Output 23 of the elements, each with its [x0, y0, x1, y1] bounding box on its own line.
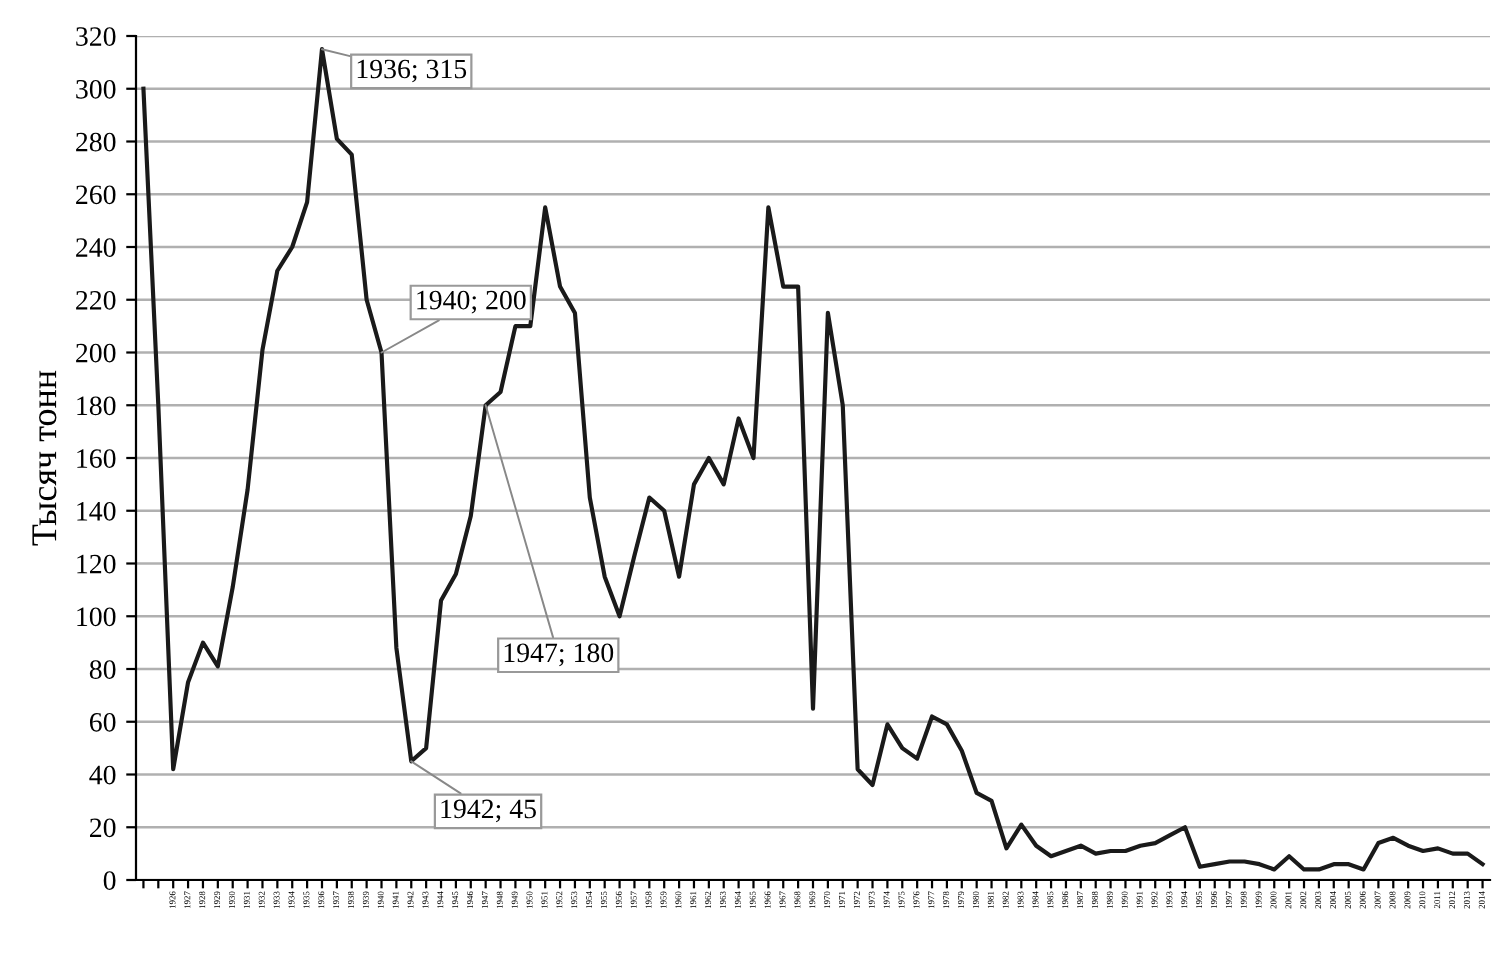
annotation: 1942; 45	[441, 799, 536, 823]
y-axis-title: Тысяч тонн	[32, 370, 57, 546]
y-tick-label: 160	[77, 449, 116, 468]
y-tick-label: 60	[89, 712, 116, 732]
y-tick-label: 80	[89, 660, 116, 679]
y-tick-label: 180	[77, 396, 116, 416]
y-tick-label: 220	[76, 290, 116, 310]
y-tick-label: 240	[76, 238, 116, 257]
line-series	[141, 47, 1485, 872]
y-tick-label: 300	[76, 79, 116, 99]
y-tick-label: 40	[89, 765, 116, 785]
y-tick-label: 100	[77, 607, 116, 627]
y-tick-label: 140	[77, 501, 116, 521]
y-tick-label: 280	[76, 132, 116, 152]
annotation: 1947; 180	[504, 643, 614, 667]
y-tick-label: 20	[90, 818, 116, 838]
y-tick-label: 0	[103, 871, 116, 890]
annotation: 1936; 315	[357, 59, 467, 83]
y-tick-label: 120	[77, 554, 116, 574]
y-tick-label: 260	[76, 185, 116, 205]
annotation: 1940; 200	[417, 290, 526, 314]
y-tick-label: 200	[76, 343, 116, 363]
y-tick-label: 320	[76, 27, 116, 46]
